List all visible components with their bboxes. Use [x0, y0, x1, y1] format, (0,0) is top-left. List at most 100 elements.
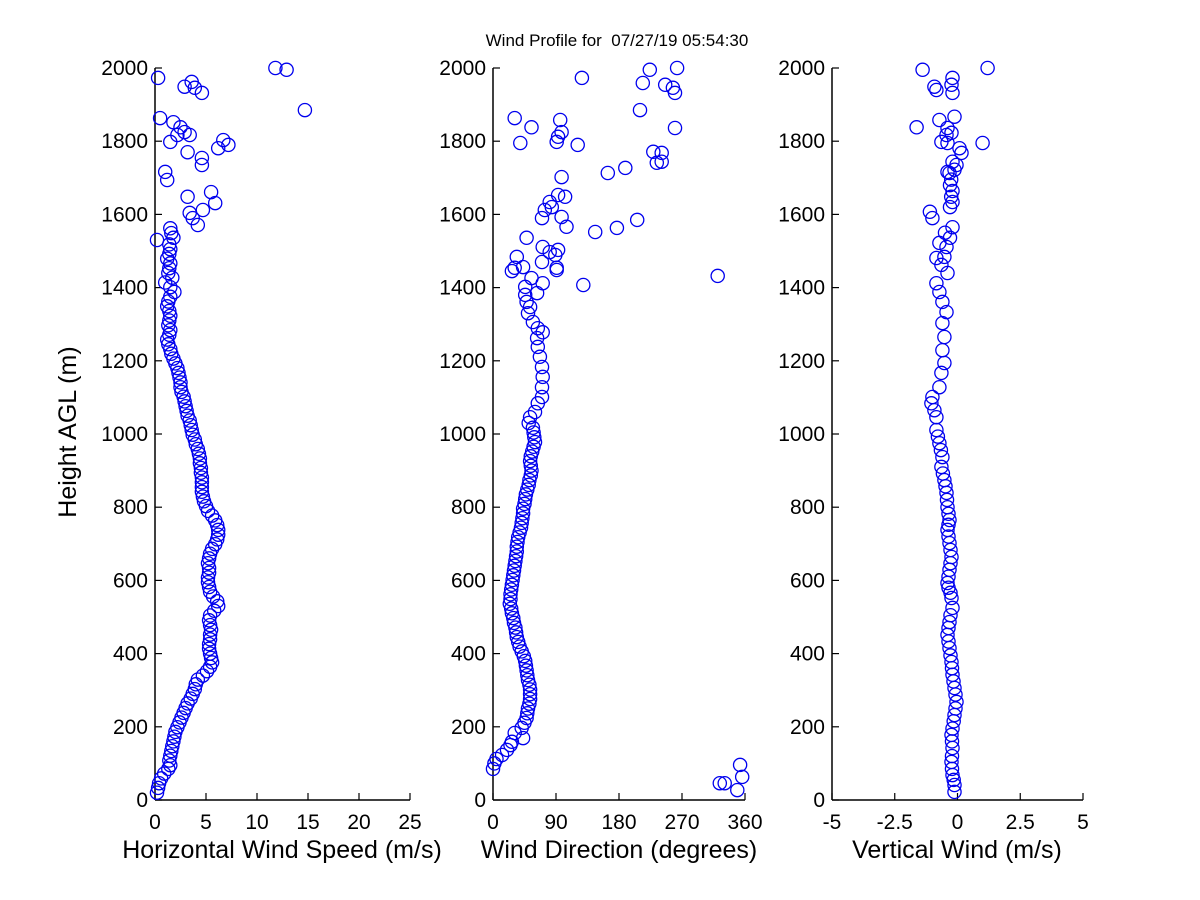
scatter-point	[554, 169, 569, 185]
scatter-point	[150, 780, 166, 796]
scatter-point	[937, 329, 952, 345]
scatter-point	[164, 743, 179, 759]
scatter-point	[943, 607, 958, 623]
scatter-point	[669, 60, 685, 76]
scatter-point	[221, 137, 236, 153]
y-tick-label: 600	[451, 569, 486, 592]
scatter-point	[529, 285, 545, 301]
scatter-point	[915, 62, 930, 78]
y-tick-label: 200	[113, 716, 148, 739]
scatter-point	[504, 734, 520, 750]
scatter-point	[935, 342, 950, 358]
scatter-point	[204, 541, 220, 557]
scatter-point	[525, 420, 541, 436]
scatter-point	[194, 157, 210, 173]
scatter-point	[930, 429, 946, 444]
x-tick-label: 25	[398, 811, 421, 834]
x-tick-label: -5	[823, 811, 842, 834]
scatter-point	[167, 729, 182, 744]
scatter-point	[550, 129, 566, 145]
scatter-point	[943, 648, 958, 663]
scatter-point	[570, 137, 585, 153]
y-tick-label: 1600	[439, 203, 486, 226]
scatter-point	[202, 617, 218, 633]
scatter-point	[941, 529, 956, 544]
x-tick-label: 0	[952, 811, 964, 834]
scatter-point	[576, 277, 591, 293]
scatter-point	[943, 172, 959, 187]
scatter-point	[518, 658, 534, 673]
y-tick-label: 2000	[439, 57, 486, 80]
scatter-point	[514, 515, 529, 531]
scatter-point	[522, 409, 538, 425]
scatter-point	[947, 784, 962, 800]
scatter-point	[534, 379, 550, 395]
scatter-point	[554, 209, 569, 225]
scatter-point	[194, 475, 210, 490]
x-tick-label: 20	[347, 811, 370, 834]
scatter-point	[162, 260, 177, 276]
x-tick-label: 0	[487, 811, 499, 834]
scatter-point	[201, 565, 217, 580]
scatter-point	[513, 520, 529, 535]
scatter-point	[180, 696, 195, 711]
scatter-point	[534, 210, 550, 226]
scatter-point	[534, 389, 550, 405]
y-tick-label: 800	[790, 496, 825, 519]
scatter-point	[710, 268, 725, 284]
scatter-point	[180, 189, 195, 205]
x-tick-label: 10	[245, 811, 268, 834]
scatter-point	[201, 551, 217, 566]
scatter-point	[945, 600, 960, 616]
scatter-point	[182, 127, 197, 143]
scatter-point	[944, 748, 960, 764]
scatter-point	[927, 79, 942, 94]
scatter-point	[935, 294, 950, 310]
scatter-point	[165, 738, 180, 754]
scatter-point	[509, 544, 525, 559]
scatter-point	[945, 85, 960, 101]
y-tick-label: 200	[451, 716, 486, 739]
scatter-point	[535, 325, 550, 340]
x-axis-label-horizontal-wind-speed: Horizontal Wind Speed (m/s)	[122, 836, 442, 864]
scatter-point	[944, 549, 959, 565]
scatter-point	[944, 754, 959, 770]
scatter-point	[161, 318, 176, 333]
scatter-point	[932, 112, 947, 128]
x-tick-label: 360	[727, 811, 762, 834]
scatter-point	[162, 313, 177, 328]
scatter-point	[509, 539, 525, 554]
scatter-point	[164, 346, 179, 362]
scatter-point	[587, 224, 603, 240]
scatter-point	[529, 330, 545, 346]
y-tick-label: 0	[474, 789, 486, 812]
scatter-point	[642, 62, 658, 78]
y-tick-label: 1800	[439, 130, 486, 153]
scatter-point	[180, 144, 195, 160]
scatter-point	[507, 110, 522, 126]
x-tick-label: 2.5	[1006, 811, 1035, 834]
scatter-point	[163, 134, 178, 150]
scatter-point	[523, 458, 539, 474]
scatter-point	[149, 785, 165, 800]
scatter-point	[180, 408, 195, 423]
scatter-point	[191, 446, 207, 462]
scatter-point	[199, 663, 215, 679]
x-axis-label-wind-direction: Wind Direction (degrees)	[480, 836, 758, 864]
y-tick-label: 800	[451, 496, 486, 519]
y-tick-label: 400	[790, 643, 825, 666]
scatter-point	[157, 164, 173, 180]
scatter-point	[929, 82, 944, 98]
scatter-point	[203, 184, 219, 200]
scatter-point	[527, 404, 543, 420]
scatter-point	[184, 422, 199, 438]
scatter-point	[195, 489, 211, 504]
scatter-point	[524, 120, 539, 135]
scatter-point	[520, 706, 535, 721]
scatter-point	[635, 75, 651, 91]
scatter-point	[508, 553, 523, 569]
scatter-point	[522, 696, 537, 711]
scatter-point	[163, 221, 178, 236]
scatter-point	[522, 682, 538, 697]
